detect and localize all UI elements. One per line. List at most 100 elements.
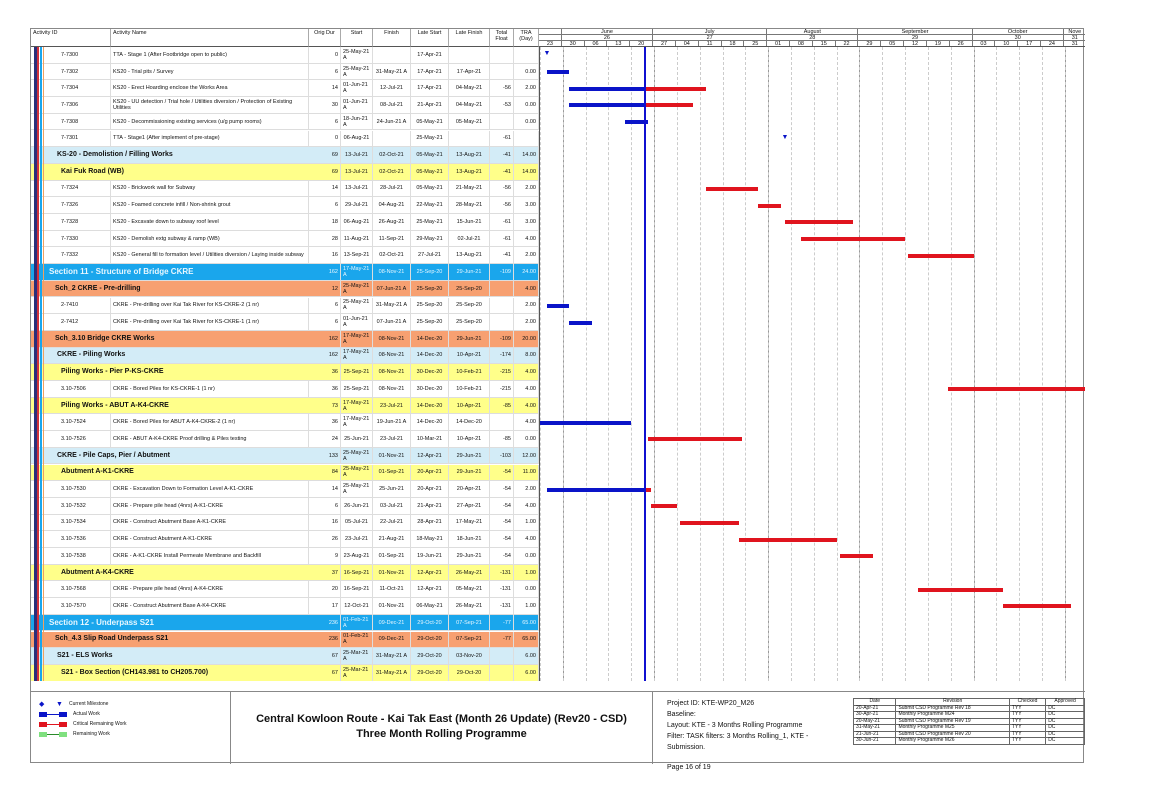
activity-row[interactable]: 3.10-7532 CKRE - Prepare pile head (4nrs)… — [31, 497, 539, 515]
wbs-summary-row[interactable]: Section 11 - Structure of Bridge CKRE 162… — [31, 264, 539, 281]
activity-row[interactable]: 3.10-7524 CKRE - Bored Piles for ABUT A-K… — [31, 414, 539, 432]
wbs-summary-row[interactable]: Piling Works - Pier P-KS-CKRE 36 25-Sep-21… — [31, 364, 539, 381]
wbs-summary-row[interactable]: Abutment A-K4-CKRE 37 16-Sep-21 01-Nov-21 12… — [31, 564, 539, 582]
activity-row[interactable]: 3.10-7568 CKRE - Prepare pile head (4nrs)… — [31, 581, 539, 599]
activity-row[interactable]: 7-7301 TTA - Stage1 (After implement of p… — [31, 130, 539, 148]
column-header[interactable]: Late Finish — [449, 29, 490, 47]
activity-row[interactable]: 7-7330 KS20 - Demolish extg subway & ramp… — [31, 230, 539, 248]
cell-lf: 29-Jun-21 — [449, 264, 490, 280]
critical-remaining-bar[interactable] — [758, 203, 782, 208]
cell-start: 12-Oct-21 — [341, 598, 373, 614]
wbs-summary-row[interactable]: Sch_3.10 Bridge CKRE Works 162 17-May-21 A… — [31, 330, 539, 348]
activity-row[interactable]: 3.10-7530 CKRE - Excavation Down to Forma… — [31, 481, 539, 498]
activity-row[interactable]: 7-7302 KS20 - Trial pits / Survey 6 25-May-… — [31, 63, 539, 81]
wbs-summary-row[interactable]: KS-20 - Demolistion / Filling Works 69 13-… — [31, 147, 539, 164]
actual-work-bar[interactable] — [546, 303, 570, 308]
critical-remaining-bar[interactable] — [738, 537, 837, 542]
activity-row[interactable]: 3.10-7536 CKRE - Construct Abutment A-K1-… — [31, 531, 539, 548]
activity-row[interactable]: 3.10-7506 CKRE - Bored Piles for KS-CKRE-… — [31, 381, 539, 398]
cell-tf — [490, 648, 514, 664]
cell-lf: 29-Jun-21 — [449, 464, 490, 481]
cell-tf — [490, 297, 514, 314]
wbs-summary-row[interactable]: Sch_4.3 Slip Road Underpass S21 236 01-Feb… — [31, 631, 539, 649]
week-number: 31 — [1063, 35, 1085, 41]
actual-work-bar[interactable] — [546, 487, 645, 492]
cell-tf: -131 — [490, 581, 514, 598]
cell-finish: 02-Oct-21 — [373, 163, 411, 180]
column-header[interactable]: Activity ID — [31, 29, 111, 47]
week-start-day: 27 — [653, 41, 676, 46]
revision-row: 30-Apr-21 Monthly Programme M24 TYY DC — [852, 711, 1085, 719]
activity-row[interactable]: 3.10-7534 CKRE - Construct Abutment Base … — [31, 514, 539, 532]
cell-lf: 20-Apr-21 — [449, 481, 490, 497]
column-header[interactable]: TRA (Day) — [514, 29, 539, 47]
cell-dur: 28 — [309, 230, 341, 247]
actual-work-bar[interactable] — [546, 70, 570, 75]
activity-row[interactable]: 3.10-7526 CKRE - ABUT A-K4-CKRE Proof dri… — [31, 431, 539, 448]
actual-work-bar[interactable] — [624, 120, 648, 125]
wbs-name: S21 - ELS Works — [57, 652, 113, 660]
activity-row[interactable]: 3.10-7538 CKRE - A-K1-CKRE Install Permea… — [31, 548, 539, 565]
column-header[interactable]: Total Float — [490, 29, 514, 47]
wbs-summary-row[interactable]: S21 - Box Section (CH143.981 to CH205.70… — [31, 664, 539, 681]
week-gridline — [973, 47, 975, 681]
actual-work-bar[interactable] — [569, 86, 645, 91]
column-header[interactable]: Activity Name — [111, 29, 309, 47]
activity-row[interactable]: 2-7410 CKRE - Pre-drilling over Kai Tak R… — [31, 297, 539, 315]
critical-remaining-bar[interactable] — [918, 587, 1003, 592]
critical-remaining-bar[interactable] — [800, 237, 906, 242]
week-start-day: 13 — [607, 41, 631, 46]
cell-dur: 36 — [309, 364, 341, 380]
wbs-summary-row[interactable]: Abutment A-K1-CKRE 84 25-May-21 A 01-Sep-21… — [31, 464, 539, 482]
column-header[interactable]: Late Start — [411, 29, 449, 47]
actual-work-bar[interactable] — [569, 103, 645, 108]
wbs-summary-row[interactable]: Section 12 - Underpass S21 236 01-Feb-21 A… — [31, 614, 539, 632]
cell-tf: -54 — [490, 497, 514, 514]
column-header[interactable]: Start — [341, 29, 373, 47]
critical-remaining-bar[interactable] — [644, 487, 651, 492]
wbs-summary-row[interactable]: Piling Works - ABUT A-K4-CKRE 73 17-May-21… — [31, 397, 539, 415]
wbs-summary-row[interactable]: Kai Fuk Road (WB) 69 13-Jul-21 02-Oct-21 05-… — [31, 163, 539, 181]
activity-row[interactable]: 3.10-7570 CKRE - Construct Abutment Base … — [31, 598, 539, 615]
week-gridline — [768, 47, 770, 681]
wbs-summary-row[interactable]: Sch_2 CKRE - Pre-drilling 12 25-May-21 A 07… — [31, 280, 539, 298]
critical-remaining-bar[interactable] — [650, 504, 677, 509]
wbs-summary-row[interactable]: CKRE - Pile Caps, Pier / Abutment 133 25-M… — [31, 447, 539, 465]
actual-work-bar[interactable] — [569, 320, 593, 325]
week-number: 30 — [972, 35, 1064, 41]
critical-remaining-bar[interactable] — [644, 103, 694, 108]
critical-remaining-bar[interactable] — [706, 186, 759, 191]
cell-ls: 20-Apr-21 — [411, 464, 449, 481]
cell-tra: 4.00 — [514, 280, 539, 297]
legend-label: Current Milestone — [68, 701, 109, 707]
wbs-summary-row[interactable]: CKRE - Piling Works 162 17-May-21 A 08-Nov-… — [31, 347, 539, 365]
critical-remaining-bar[interactable] — [1002, 604, 1072, 609]
critical-remaining-bar[interactable] — [647, 437, 743, 442]
activity-row[interactable]: 7-7300 TTA - Stage 1 (After Footbridge op… — [31, 47, 539, 64]
actual-work-bar[interactable] — [540, 420, 632, 425]
activity-row[interactable]: 7-7326 KS20 - Foamed concrete infill / No… — [31, 197, 539, 214]
activity-row[interactable]: 7-7306 KS20 - UU detection / Trial hole /… — [31, 97, 539, 114]
milestone-icon[interactable]: ▼ — [543, 50, 551, 58]
critical-remaining-bar[interactable] — [908, 253, 974, 258]
critical-remaining-bar[interactable] — [644, 86, 707, 91]
activity-row[interactable]: 7-7332 KS20 - General fill to formation l… — [31, 247, 539, 265]
column-header[interactable]: Orig Dur — [309, 29, 341, 47]
critical-remaining-bar[interactable] — [839, 554, 873, 559]
activity-name: KS20 - Brickwork wall for Subway — [111, 180, 309, 197]
cell-dur: 69 — [309, 163, 341, 180]
activity-row[interactable]: 7-7308 KS20 - Decommissioning existing se… — [31, 113, 539, 131]
activity-id: 7-7326 — [45, 197, 111, 213]
critical-remaining-bar[interactable] — [784, 220, 853, 225]
critical-remaining-bar[interactable] — [680, 520, 739, 525]
activity-row[interactable]: 2-7412 CKRE - Pre-drilling over Kai Tak R… — [31, 314, 539, 331]
activity-row[interactable]: 7-7328 KS20 - Excavate down to subway roo… — [31, 214, 539, 231]
activity-name: CKRE - Construct Abutment Base A-K4-CKRE — [111, 598, 309, 614]
critical-remaining-bar[interactable] — [947, 387, 1085, 392]
cell-ls: 17-Apr-21 — [411, 80, 449, 97]
activity-row[interactable]: 7-7324 KS20 - Brickwork wall for Subway 14… — [31, 180, 539, 198]
activity-row[interactable]: 7-7304 KS20 - Erect Hoarding enclose the … — [31, 80, 539, 98]
milestone-icon[interactable]: ▼ — [781, 133, 789, 141]
column-header[interactable]: Finish — [373, 29, 411, 47]
